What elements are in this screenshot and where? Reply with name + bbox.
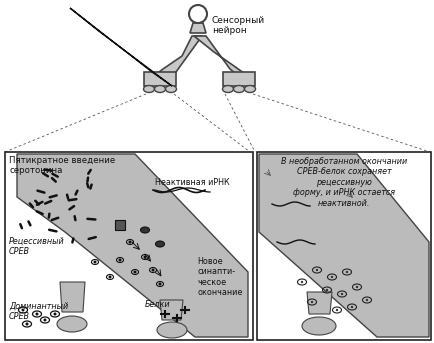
Polygon shape <box>17 154 248 337</box>
Text: Новое
синапти-
ческое
окончание: Новое синапти- ческое окончание <box>197 257 242 297</box>
Bar <box>5 152 253 340</box>
Circle shape <box>26 322 29 326</box>
Text: Доминантный
CРЕВ: Доминантный CРЕВ <box>9 302 68 321</box>
Bar <box>144 72 176 86</box>
Ellipse shape <box>302 317 336 335</box>
Ellipse shape <box>233 85 244 93</box>
Bar <box>257 152 431 340</box>
Circle shape <box>151 269 155 272</box>
Circle shape <box>128 240 132 244</box>
Ellipse shape <box>144 85 155 93</box>
Ellipse shape <box>244 85 256 93</box>
Circle shape <box>43 319 46 321</box>
Polygon shape <box>160 300 183 320</box>
Circle shape <box>366 299 368 301</box>
Ellipse shape <box>223 85 233 93</box>
Circle shape <box>53 312 56 316</box>
Circle shape <box>189 5 207 23</box>
Polygon shape <box>150 36 202 82</box>
Polygon shape <box>194 36 248 79</box>
Text: Сенсорный
нейрон: Сенсорный нейрон <box>212 16 265 35</box>
Circle shape <box>144 256 147 259</box>
Circle shape <box>351 306 353 308</box>
Ellipse shape <box>155 85 165 93</box>
Circle shape <box>93 260 96 263</box>
Bar <box>223 72 255 86</box>
Circle shape <box>326 289 328 291</box>
Text: Пятикратное введение
серотонина: Пятикратное введение серотонина <box>9 156 115 175</box>
Polygon shape <box>190 23 206 33</box>
Ellipse shape <box>141 227 149 233</box>
Circle shape <box>22 308 24 311</box>
Text: В необработанном окончании
СРЕВ-белок сохраняет
рецессивную
форму, и иРНК остает: В необработанном окончании СРЕВ-белок со… <box>281 157 407 208</box>
Circle shape <box>356 286 358 288</box>
Circle shape <box>346 271 348 273</box>
Polygon shape <box>60 282 85 312</box>
Bar <box>115 220 125 230</box>
Circle shape <box>158 283 161 285</box>
Circle shape <box>336 309 338 311</box>
Polygon shape <box>70 8 172 86</box>
Text: Неактивная иРНК: Неактивная иРНК <box>155 178 230 187</box>
Circle shape <box>108 275 112 279</box>
Ellipse shape <box>157 322 187 338</box>
Polygon shape <box>307 292 332 314</box>
Circle shape <box>341 293 343 295</box>
Circle shape <box>316 269 318 271</box>
Circle shape <box>118 259 122 261</box>
Circle shape <box>134 271 137 273</box>
Circle shape <box>331 276 333 278</box>
Ellipse shape <box>155 241 164 247</box>
Ellipse shape <box>57 316 87 332</box>
Circle shape <box>311 301 313 303</box>
Polygon shape <box>259 154 429 337</box>
Circle shape <box>36 312 39 316</box>
Circle shape <box>301 281 303 283</box>
Ellipse shape <box>165 85 177 93</box>
Text: Рецессивный
CРЕВ: Рецессивный CРЕВ <box>9 237 65 257</box>
Text: Белки: Белки <box>145 300 171 309</box>
